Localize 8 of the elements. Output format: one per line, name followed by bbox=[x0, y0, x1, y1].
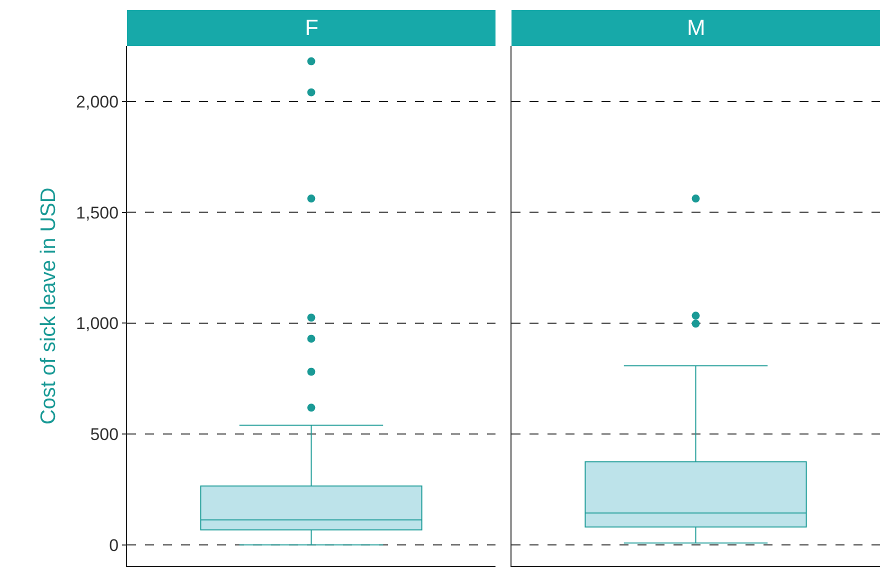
y-tick-label: 1,500 bbox=[76, 203, 119, 222]
x-tick-label: F bbox=[305, 15, 318, 40]
y-tick-label: 0 bbox=[109, 536, 119, 555]
y-tick-label: 2,000 bbox=[76, 92, 119, 112]
y-axis-title: Cost of sick leave in USD bbox=[37, 188, 60, 424]
y-tick-label: 500 bbox=[90, 425, 119, 444]
x-tick-label: M bbox=[687, 15, 706, 40]
y-tick-label: 1,000 bbox=[76, 314, 119, 334]
